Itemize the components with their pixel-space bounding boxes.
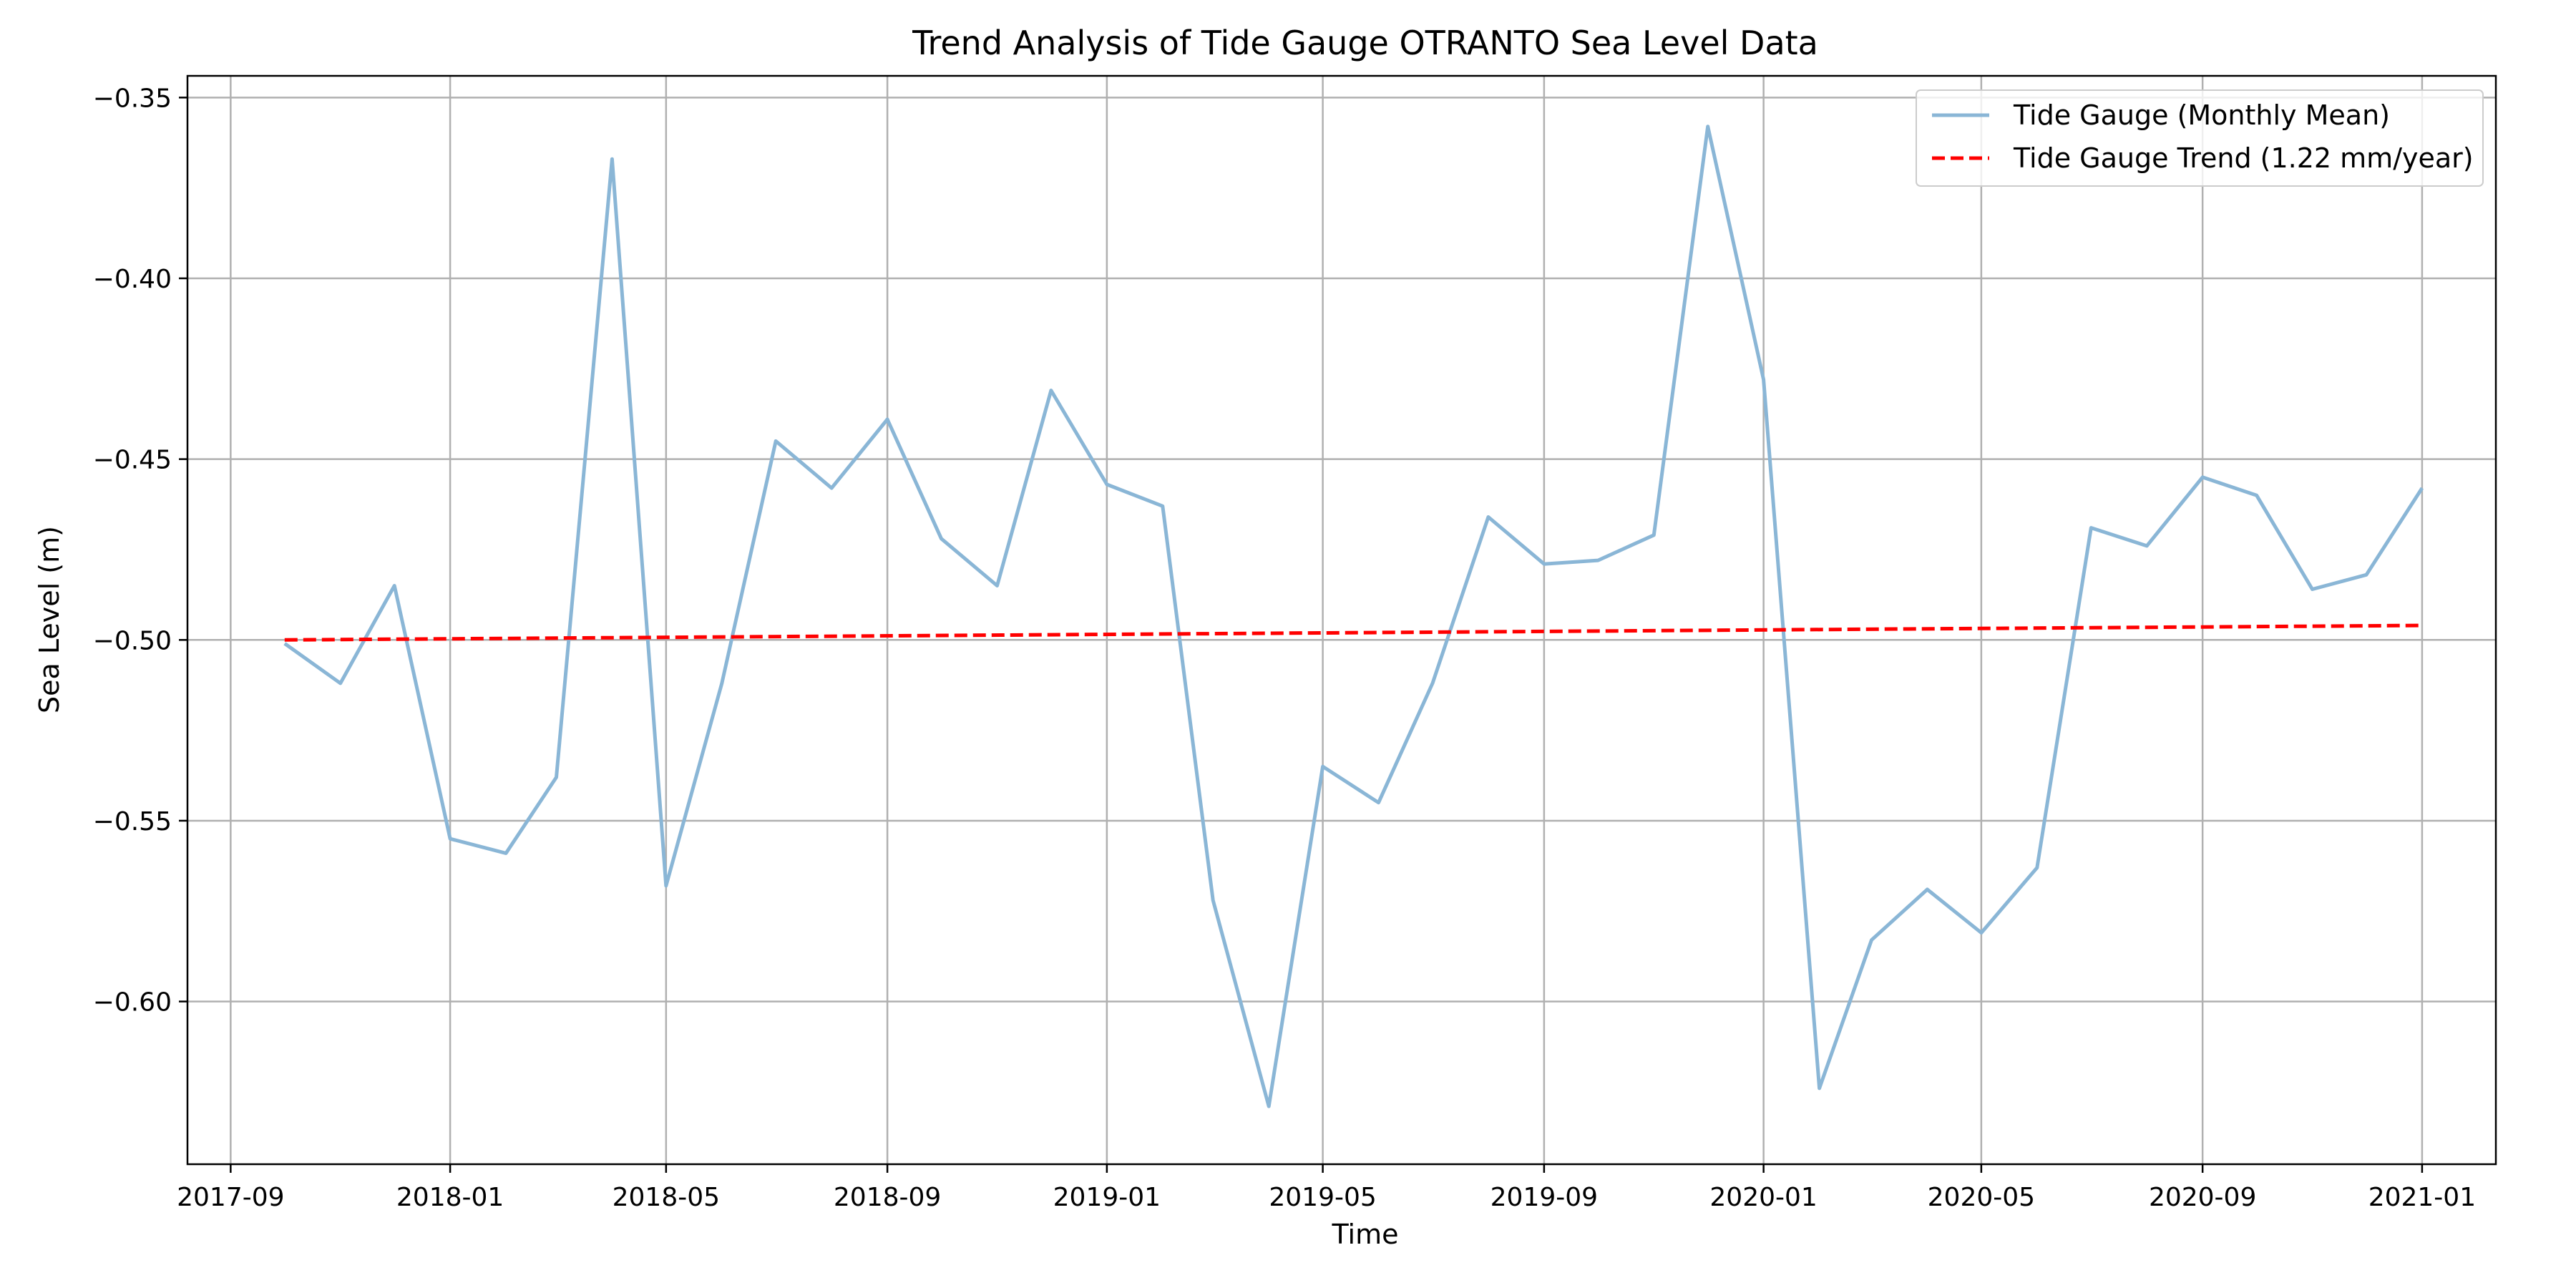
x-tick-label: 2017-09	[177, 1183, 284, 1212]
x-tick-label: 2018-01	[396, 1183, 504, 1212]
x-tick-label: 2020-01	[1709, 1183, 1817, 1212]
y-tick-label: −0.55	[93, 807, 172, 836]
x-tick-label: 2019-01	[1053, 1183, 1161, 1212]
x-tick-label: 2020-05	[1928, 1183, 2035, 1212]
x-axis-label: Time	[1332, 1219, 1399, 1250]
legend-label-monthly-mean: Tide Gauge (Monthly Mean)	[2013, 99, 2390, 131]
y-tick-label: −0.60	[93, 988, 172, 1018]
series-layer	[283, 125, 2424, 1108]
x-tick-label: 2019-05	[1269, 1183, 1376, 1212]
x-axis: 2017-09 2018-01 2018-05 2018-09 2019-01 2019-…	[177, 1164, 2476, 1212]
y-tick-label: −0.50	[93, 626, 172, 655]
legend-label-trend: Tide Gauge Trend (1.22 mm/year)	[2013, 142, 2474, 174]
legend-box	[1916, 89, 2484, 187]
x-tick-label: 2021-01	[2368, 1183, 2476, 1212]
y-tick-label: −0.40	[93, 265, 172, 294]
y-axis: −0.35 −0.40 −0.45 −0.50 −0.55 −0.60	[93, 84, 187, 1018]
x-tick-label: 2020-09	[2149, 1183, 2256, 1212]
monthly-mean-line	[283, 125, 2424, 1108]
legend: Tide Gauge (Monthly Mean) Tide Gauge Tre…	[1916, 89, 2484, 187]
chart-title: Trend Analysis of Tide Gauge OTRANTO Sea…	[912, 24, 1818, 62]
y-tick-label: −0.35	[93, 84, 172, 113]
x-tick-label: 2018-09	[834, 1183, 941, 1212]
trend-line	[284, 623, 2422, 642]
y-axis-label: Sea Level (m)	[34, 526, 65, 713]
grid-lines	[187, 76, 2496, 1164]
x-tick-label: 2019-09	[1491, 1183, 1598, 1212]
y-tick-label: −0.45	[93, 446, 172, 475]
plot-frame	[186, 74, 2497, 1166]
x-tick-label: 2018-05	[613, 1183, 720, 1212]
